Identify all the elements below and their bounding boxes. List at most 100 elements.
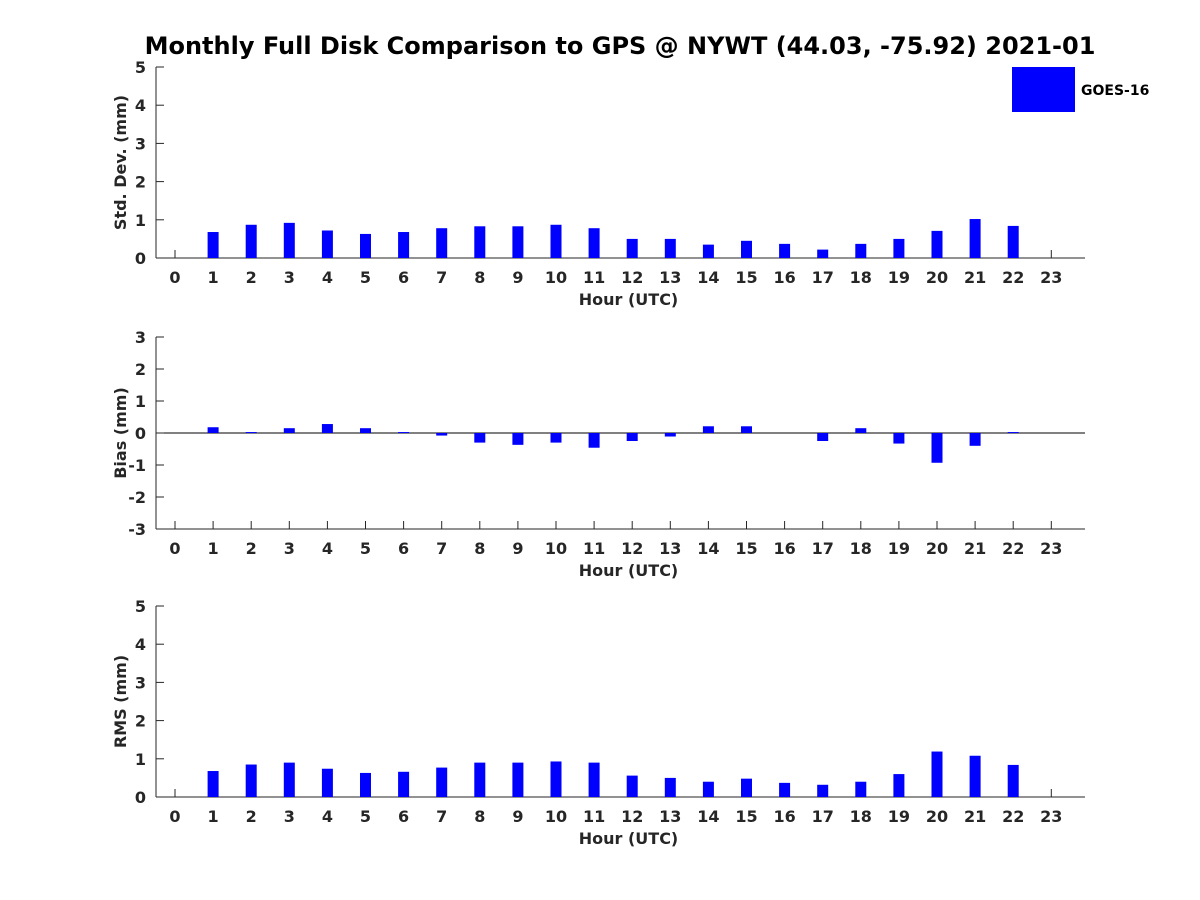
- rms-x-tick-label: 16: [773, 807, 795, 826]
- bias-bar-hour-4: [321, 424, 333, 433]
- rms-x-tick-label: 15: [735, 807, 757, 826]
- std-dev-y-tick-label: 0: [135, 249, 146, 268]
- rms-bar-hour-17: [817, 784, 829, 797]
- std-dev-x-tick-label: 2: [246, 268, 257, 287]
- rms-x-tick-label: 9: [512, 807, 523, 826]
- std-dev-bar-hour-6: [398, 232, 410, 258]
- std-dev-bar-hour-11: [588, 228, 600, 258]
- std-dev-bar-hour-17: [817, 249, 829, 258]
- bias-x-tick-label: 22: [1002, 539, 1024, 558]
- rms-x-tick-label: 18: [850, 807, 872, 826]
- rms-x-tick-label: 12: [621, 807, 643, 826]
- bias-bar-hour-1: [207, 427, 219, 433]
- std-dev-bar-hour-2: [245, 224, 257, 258]
- std-dev-x-tick-label: 10: [545, 268, 567, 287]
- rms-bar-hour-5: [360, 772, 371, 797]
- std-dev-x-tick-label: 9: [512, 268, 523, 287]
- rms-y-tick-label: 4: [135, 635, 146, 654]
- std-dev-y-tick-label: 1: [135, 211, 146, 230]
- std-dev-bar-hour-20: [931, 230, 943, 258]
- bias-x-tick-label: 19: [888, 539, 910, 558]
- rms-x-tick-label: 22: [1002, 807, 1024, 826]
- rms-x-tick-label: 7: [436, 807, 447, 826]
- bias-bar-hour-10: [550, 433, 562, 443]
- std-dev-bar-hour-12: [626, 238, 638, 258]
- std-dev-x-tick-label: 18: [850, 268, 872, 287]
- std-dev-x-tick-label: 5: [360, 268, 371, 287]
- std-dev-bar-hour-21: [969, 219, 981, 258]
- std-dev-y-tick-label: 3: [135, 134, 146, 153]
- rms-y-tick-label: 3: [135, 673, 146, 692]
- std-dev-bar-hour-7: [436, 228, 448, 258]
- bias-bar-hour-21: [969, 433, 981, 446]
- bias-x-tick-label: 10: [545, 539, 567, 558]
- bias-x-tick-label: 11: [583, 539, 605, 558]
- bias-x-tick-label: 2: [246, 539, 257, 558]
- bias-x-tick-label: 9: [512, 539, 523, 558]
- std-dev-bar-hour-3: [283, 222, 295, 258]
- std-dev-bar-hour-22: [1007, 225, 1019, 258]
- bias-x-tick-label: 8: [474, 539, 485, 558]
- bias-bar-hour-2: [245, 432, 257, 434]
- rms-x-tick-label: 19: [888, 807, 910, 826]
- bias-x-tick-label: 14: [697, 539, 719, 558]
- bias-x-tick-label: 12: [621, 539, 643, 558]
- bias-bar-hour-3: [283, 428, 295, 433]
- rms-bar-hour-11: [588, 762, 600, 797]
- rms-bar-hour-6: [398, 771, 410, 797]
- bias-bar-hour-6: [398, 432, 410, 434]
- rms-y-tick-label: 1: [135, 750, 146, 769]
- std-dev-bar-hour-18: [855, 243, 867, 258]
- std-dev-x-tick-label: 7: [436, 268, 447, 287]
- rms-bar-hour-18: [855, 781, 867, 797]
- bias-x-tick-label: 3: [284, 539, 295, 558]
- rms-x-tick-label: 8: [474, 807, 485, 826]
- std-dev-x-axis-label: Hour (UTC): [579, 290, 679, 309]
- std-dev-bar-hour-16: [779, 243, 791, 258]
- bias-x-tick-label: 4: [322, 539, 333, 558]
- std-dev-bar-hour-4: [321, 230, 333, 258]
- rms-bar-hour-12: [626, 775, 638, 797]
- std-dev-bar-hour-5: [360, 233, 371, 258]
- rms-x-tick-label: 13: [659, 807, 681, 826]
- bias-bar-hour-5: [360, 428, 371, 433]
- bias-y-tick-label: 0: [135, 424, 146, 443]
- bias-x-tick-label: 1: [208, 539, 219, 558]
- rms-x-tick-label: 3: [284, 807, 295, 826]
- bias-y-axis-label: Bias (mm): [111, 387, 130, 479]
- rms-x-axis-label: Hour (UTC): [579, 829, 679, 848]
- std-dev-x-tick-label: 6: [398, 268, 409, 287]
- rms-bar-hour-16: [779, 782, 791, 797]
- std-dev-x-tick-label: 23: [1040, 268, 1062, 287]
- rms-x-tick-label: 10: [545, 807, 567, 826]
- std-dev-bar-hour-14: [702, 244, 714, 258]
- bias-bar-hour-14: [702, 426, 714, 433]
- std-dev-x-tick-label: 21: [964, 268, 986, 287]
- rms-x-tick-label: 4: [322, 807, 333, 826]
- legend: GOES-16: [1012, 67, 1149, 112]
- legend-label-goes-16: GOES-16: [1081, 83, 1149, 99]
- rms-bar-hour-21: [969, 755, 981, 797]
- std-dev-x-tick-label: 13: [659, 268, 681, 287]
- std-dev-bar-hour-19: [893, 238, 905, 258]
- rms-bar-hour-4: [321, 768, 333, 797]
- std-dev-x-tick-label: 17: [812, 268, 834, 287]
- rms-bar-hour-7: [436, 767, 448, 797]
- bias-bar-hour-11: [588, 433, 600, 448]
- rms-x-tick-label: 6: [398, 807, 409, 826]
- bias-bar-hour-22: [1007, 432, 1019, 434]
- std-dev-bar-hour-10: [550, 224, 562, 258]
- bias-bar-hour-7: [436, 433, 448, 436]
- std-dev-x-tick-label: 4: [322, 268, 333, 287]
- rms-y-tick-label: 0: [135, 788, 146, 807]
- std-dev-x-tick-label: 3: [284, 268, 295, 287]
- std-dev-x-tick-label: 12: [621, 268, 643, 287]
- rms-y-axis-label: RMS (mm): [111, 655, 130, 748]
- rms-y-tick-label: 5: [135, 597, 146, 616]
- std-dev-y-tick-label: 2: [135, 173, 146, 192]
- bias-x-tick-label: 20: [926, 539, 948, 558]
- bias-y-tick-label: -2: [128, 488, 146, 507]
